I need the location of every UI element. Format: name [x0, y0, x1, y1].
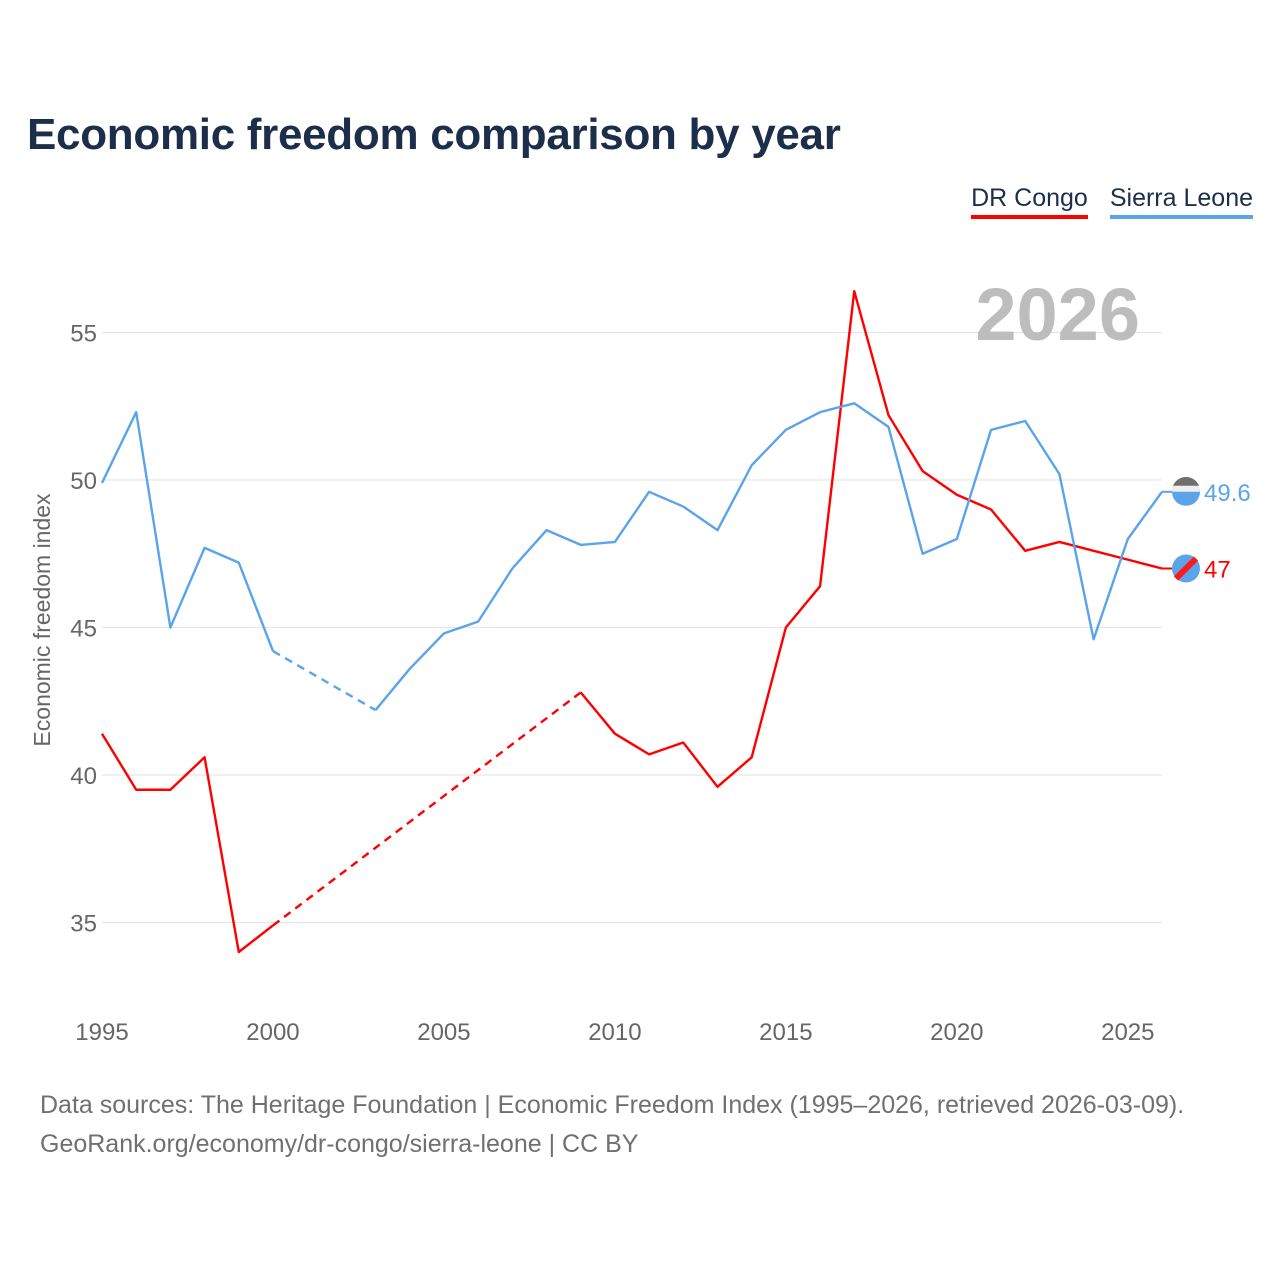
- series-gap-dr-congo: [272, 691, 582, 927]
- x-tick-label: 2005: [417, 1019, 470, 1046]
- series-line-dr-congo: [100, 733, 274, 954]
- flag-icon-dr-congo: [1172, 554, 1200, 583]
- legend: DR Congo Sierra Leone: [971, 184, 1253, 219]
- x-tick-label: 2000: [246, 1019, 299, 1046]
- footer: Data sources: The Heritage Foundation | …: [40, 1086, 1184, 1164]
- y-tick-label: 35: [70, 911, 97, 938]
- series-line-sierra-leone: [100, 410, 275, 652]
- y-tick-label: 40: [70, 763, 97, 790]
- y-tick-label: 55: [70, 321, 97, 348]
- y-tick-label: 45: [70, 616, 97, 643]
- flag-stripe-top: [1173, 476, 1199, 486]
- legend-item-sierra-leone[interactable]: Sierra Leone: [1109, 184, 1253, 219]
- legend-item-dr-congo[interactable]: DR Congo: [971, 184, 1088, 219]
- series-line-sierra-leone: [374, 402, 1163, 711]
- chart-title: Economic freedom comparison by year: [27, 110, 841, 159]
- y-tick-label: 50: [70, 468, 97, 495]
- end-label-sierra-leone: 49.6: [1204, 480, 1251, 507]
- footer-sources: Data sources: The Heritage Foundation | …: [40, 1091, 1185, 1119]
- series-line-dr-congo: [579, 290, 1163, 788]
- flag-stripe-red: [1173, 556, 1199, 581]
- flag-icon-sierra-leone: [1172, 476, 1200, 506]
- x-tick-label: 2025: [1101, 1019, 1154, 1046]
- x-tick-label: 1995: [75, 1019, 128, 1046]
- year-watermark: 2026: [975, 273, 1140, 356]
- end-label-dr-congo: 47: [1204, 557, 1231, 584]
- x-tick-label: 2015: [759, 1019, 812, 1046]
- footer-link[interactable]: GeoRank.org/economy/dr-congo/sierra-leon…: [40, 1130, 639, 1158]
- series-gap-sierra-leone: [272, 650, 377, 712]
- x-tick-label: 2020: [930, 1019, 983, 1046]
- y-axis-label: Economic freedom index: [29, 493, 55, 747]
- x-tick-label: 2010: [588, 1019, 641, 1046]
